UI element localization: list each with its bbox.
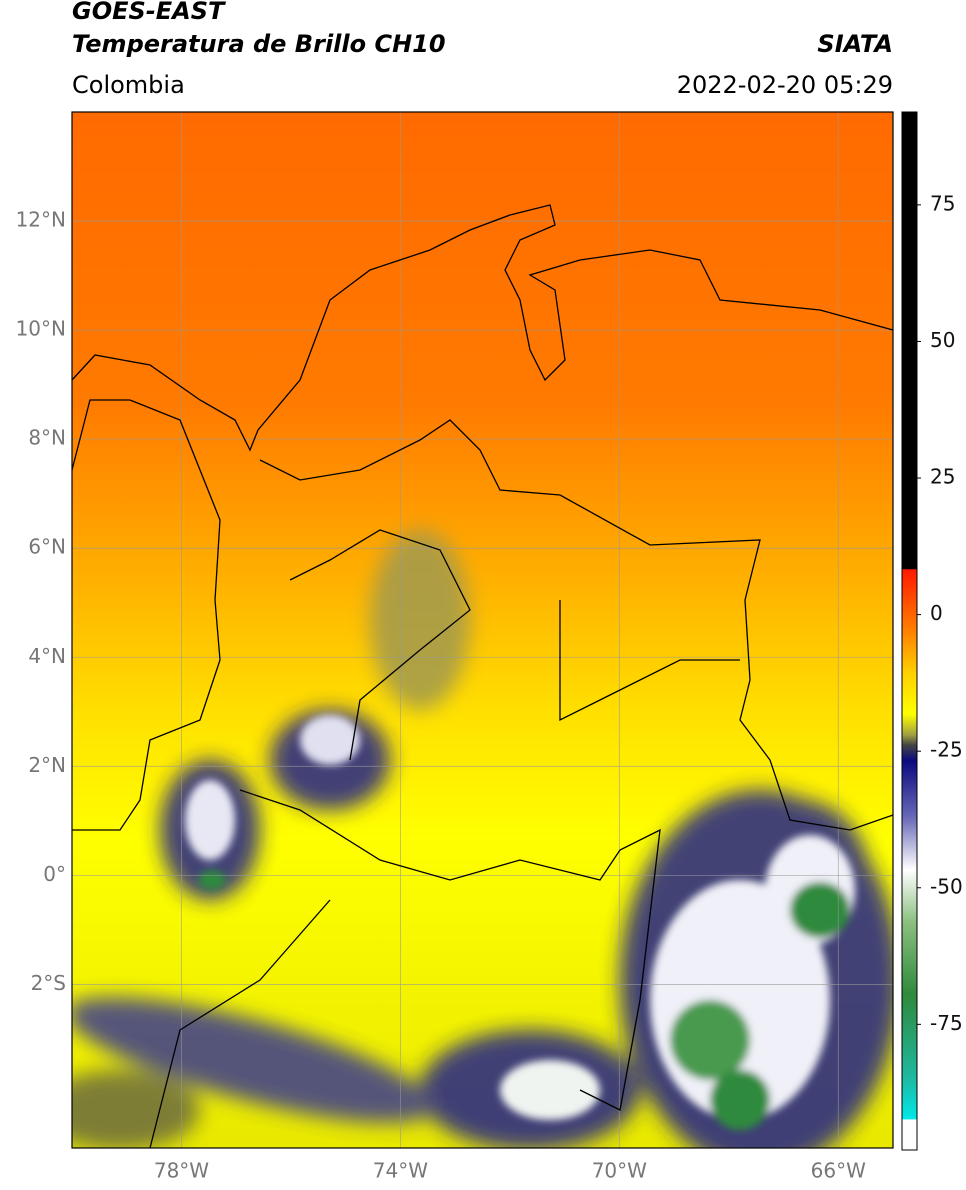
colorbar-tick-label: 75 — [930, 191, 955, 215]
colorbar-tick-label: -75 — [930, 1011, 963, 1035]
lat-tick-label: 2°S — [31, 971, 66, 995]
lat-tick-label: 12°N — [16, 208, 66, 232]
lat-tick-label: 4°N — [28, 644, 66, 668]
lon-tick-label: 70°W — [592, 1159, 647, 1183]
colorbar-tick-label: 0 — [930, 601, 943, 625]
source: SIATA — [817, 30, 893, 58]
map-image — [72, 112, 893, 1148]
lat-tick-label: 0° — [43, 862, 66, 886]
coastlines — [71, 204, 894, 1149]
timestamp: 2022-02-20 05:29 — [677, 71, 893, 99]
lat-tick-label: 6°N — [28, 535, 66, 559]
graticule — [72, 112, 893, 1148]
colorbar-tick-label: -50 — [930, 874, 963, 898]
map-frame — [71, 111, 894, 1149]
colorbar — [901, 111, 918, 1151]
lat-tick-label: 2°N — [28, 753, 66, 777]
title: GOES-EAST — [72, 0, 226, 25]
colorbar-ticks: 75 50 25 0 -25 -50 -75 — [917, 191, 963, 1035]
colorbar-tick-label: 25 — [930, 465, 955, 489]
lon-tick-label: 66°W — [811, 1159, 866, 1183]
lat-tick-label: 10°N — [16, 317, 66, 341]
lat-tick-label: 8°N — [28, 426, 66, 450]
region: Colombia — [72, 71, 185, 99]
colorbar-tick-label: 50 — [930, 328, 955, 352]
subtitle: Temperatura de Brillo CH10 — [72, 30, 446, 58]
lon-tick-label: 78°W — [154, 1159, 209, 1183]
lon-tick-label: 74°W — [373, 1159, 428, 1183]
colorbar-tick-label: -25 — [930, 738, 963, 762]
